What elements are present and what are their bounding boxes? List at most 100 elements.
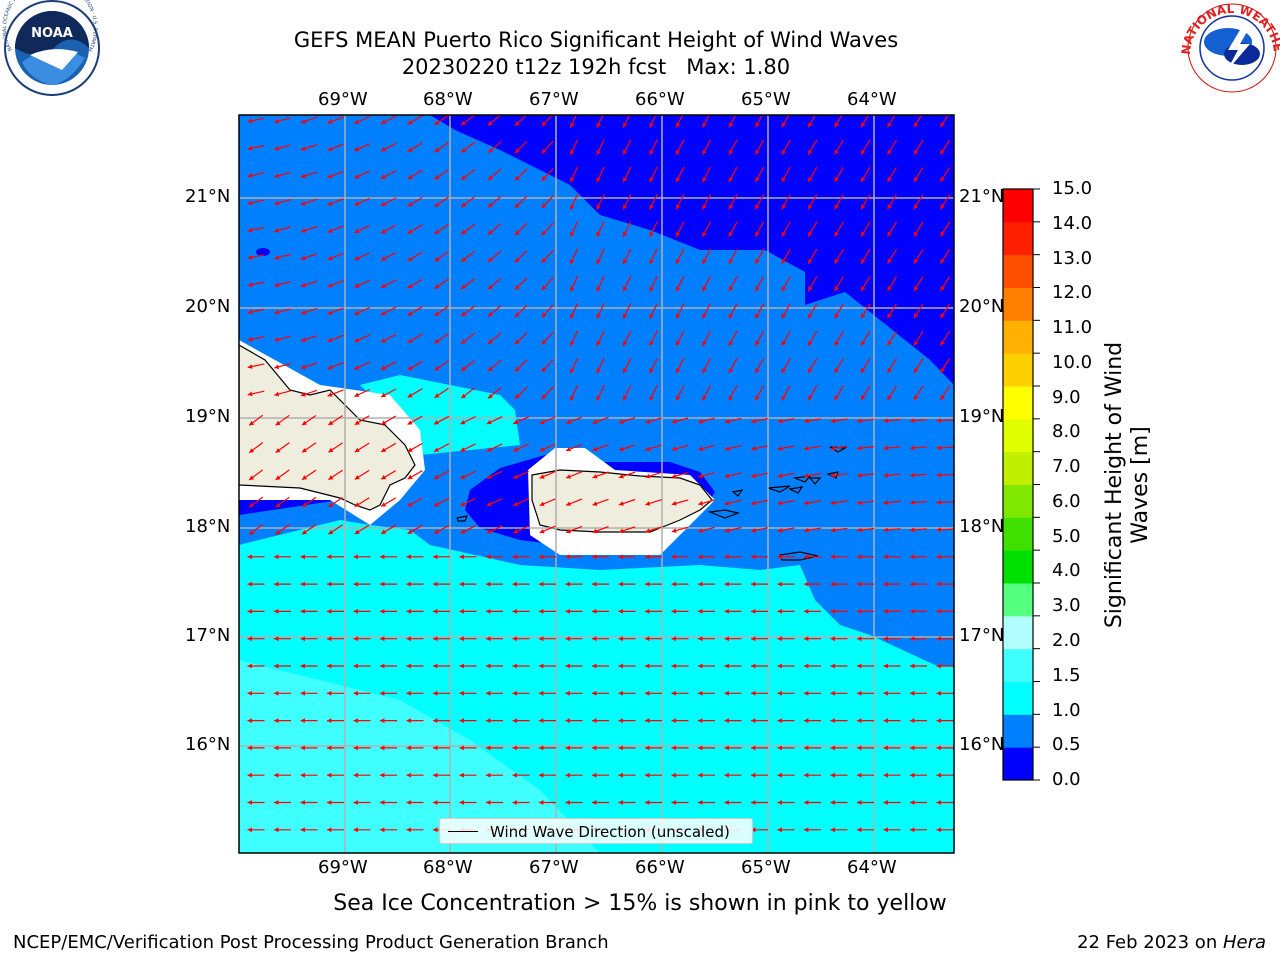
wind-wave-arrow-head: [887, 204, 892, 210]
wind-wave-arrow-head: [649, 313, 654, 319]
wind-wave-arrow-head: [596, 286, 601, 292]
wind-wave-arrow-head: [883, 663, 888, 669]
wind-wave-arrow-head: [645, 745, 650, 751]
wind-wave-arrow-head: [592, 663, 597, 669]
wind-wave-arrow-head: [565, 800, 570, 805]
wind-wave-arrow-head: [566, 501, 571, 506]
wind-wave-arrow-head: [380, 800, 385, 805]
wind-wave-arrow-head: [512, 609, 517, 614]
wind-wave-arrow-head: [887, 122, 892, 128]
wind-wave-arrow-head: [936, 500, 941, 505]
wind-wave-arrow-head: [834, 368, 839, 373]
wind-wave-arrow-head: [247, 718, 252, 723]
wind-wave-arrow-head: [883, 609, 888, 614]
wind-wave-arrow-head: [698, 663, 703, 669]
wind-wave-arrow-head: [566, 446, 571, 452]
wind-wave-arrow-head: [354, 420, 360, 425]
wind-wave-arrow-head: [381, 447, 387, 452]
wind-wave-arrow-head: [830, 581, 835, 587]
wind-wave-arrow-head: [539, 474, 545, 479]
wind-wave-arrow-head: [488, 393, 493, 399]
wind-wave-arrow-head: [514, 339, 520, 345]
wind-wave-arrow-head: [645, 581, 650, 587]
island-mona: [456, 515, 468, 522]
wind-wave-arrow-head: [857, 500, 862, 506]
wind-wave-arrow-head: [671, 690, 676, 696]
wind-wave-arrow-head: [830, 445, 836, 451]
wind-wave-arrow-head: [940, 286, 945, 291]
wind-wave-arrow-head: [327, 146, 333, 151]
wind-wave-arrow-head: [618, 772, 623, 778]
wind-wave-arrow-head: [592, 501, 598, 506]
wind-wave-arrow-head: [380, 690, 385, 696]
wind-wave-arrow-head: [671, 609, 676, 614]
wind-wave-arrow-head: [910, 690, 915, 696]
wind-wave-arrow-head: [623, 231, 628, 237]
wind-wave-arrow-head: [512, 745, 517, 751]
wind-wave-arrow-head: [592, 800, 597, 805]
wind-wave-arrow-head: [514, 230, 520, 236]
wind-wave-arrow-head: [461, 311, 467, 317]
wind-wave-arrow-head: [649, 204, 654, 210]
wind-wave-arrow-head: [300, 827, 305, 833]
wind-wave-arrow-head: [940, 149, 945, 155]
wind-wave-arrow-head: [777, 473, 783, 478]
wind-wave-arrow-head: [857, 745, 862, 751]
wind-wave-arrow-head: [649, 286, 654, 292]
wind-wave-arrow-head: [249, 502, 255, 508]
wind-wave-arrow-head: [541, 203, 547, 209]
wind-wave-arrow-head: [592, 636, 597, 642]
wind-wave-arrow-head: [671, 473, 677, 479]
wind-wave-arrow-head: [381, 420, 387, 425]
wind-wave-arrow-head: [724, 418, 730, 424]
wind-wave-arrow-head: [808, 149, 813, 155]
lon-tick-top-67w: 67°W: [529, 89, 579, 110]
wind-wave-arrow-head: [883, 527, 889, 533]
colorbar-segment: [1003, 615, 1033, 650]
land-puerto-rico: [531, 469, 713, 533]
wind-wave-arrow-head: [702, 368, 707, 374]
wind-wave-arrow-head: [671, 636, 676, 642]
wind-wave-arrow-head: [354, 502, 360, 507]
wind-wave-arrow-head: [486, 581, 491, 587]
wind-wave-arrow-head: [407, 502, 413, 507]
wind-wave-arrow-head: [381, 256, 386, 261]
wind-wave-arrow-head: [623, 286, 628, 292]
wind-wave-arrow-head: [618, 473, 624, 479]
wind-wave-arrow-head: [830, 500, 836, 506]
wind-wave-arrow-head: [302, 529, 307, 535]
wind-wave-arrow-head: [804, 745, 809, 751]
wind-wave-arrow-head: [618, 745, 623, 751]
wind-wave-arrow-head: [327, 554, 332, 560]
wind-wave-arrow-head: [433, 772, 438, 778]
wind-wave-arrow-head: [592, 419, 598, 424]
wind-wave-arrow-head: [910, 827, 915, 833]
wind-wave-arrow-head: [702, 340, 707, 346]
wind-wave-arrow-head: [804, 718, 809, 723]
wind-wave-arrow-head: [751, 663, 756, 669]
wind-wave-arrow-head: [570, 395, 575, 401]
wind-wave-arrow-head: [247, 663, 252, 669]
wind-wave-arrow-head: [781, 368, 787, 374]
wind-wave-arrow-head: [781, 177, 787, 182]
wind-wave-arrow-head: [275, 530, 281, 535]
wind-wave-arrow-head: [570, 150, 575, 155]
wind-wave-arrow-head: [381, 119, 386, 124]
wind-wave-arrow-head: [724, 473, 730, 479]
wind-wave-arrow-head: [274, 636, 279, 642]
wind-wave-arrow-head: [596, 122, 601, 128]
wind-wave-arrow-head: [406, 745, 411, 751]
wind-wave-arrow-head: [883, 418, 889, 424]
wind-wave-arrow-head: [698, 772, 703, 778]
wind-wave-arrow-head: [910, 772, 915, 778]
wind-wave-arrow-head: [327, 365, 333, 370]
wind-wave-arrow-head: [354, 310, 360, 315]
wind-wave-arrow-head: [724, 718, 729, 723]
wind-wave-arrow-head: [698, 419, 704, 424]
wind-wave-arrow-head: [512, 690, 517, 696]
wind-wave-arrow-head: [327, 827, 332, 833]
wind-wave-arrow-head: [433, 636, 438, 642]
wind-wave-arrow-head: [887, 286, 892, 291]
wind-wave-arrow-head: [728, 313, 734, 319]
wind-wave-arrow-head: [514, 284, 520, 290]
